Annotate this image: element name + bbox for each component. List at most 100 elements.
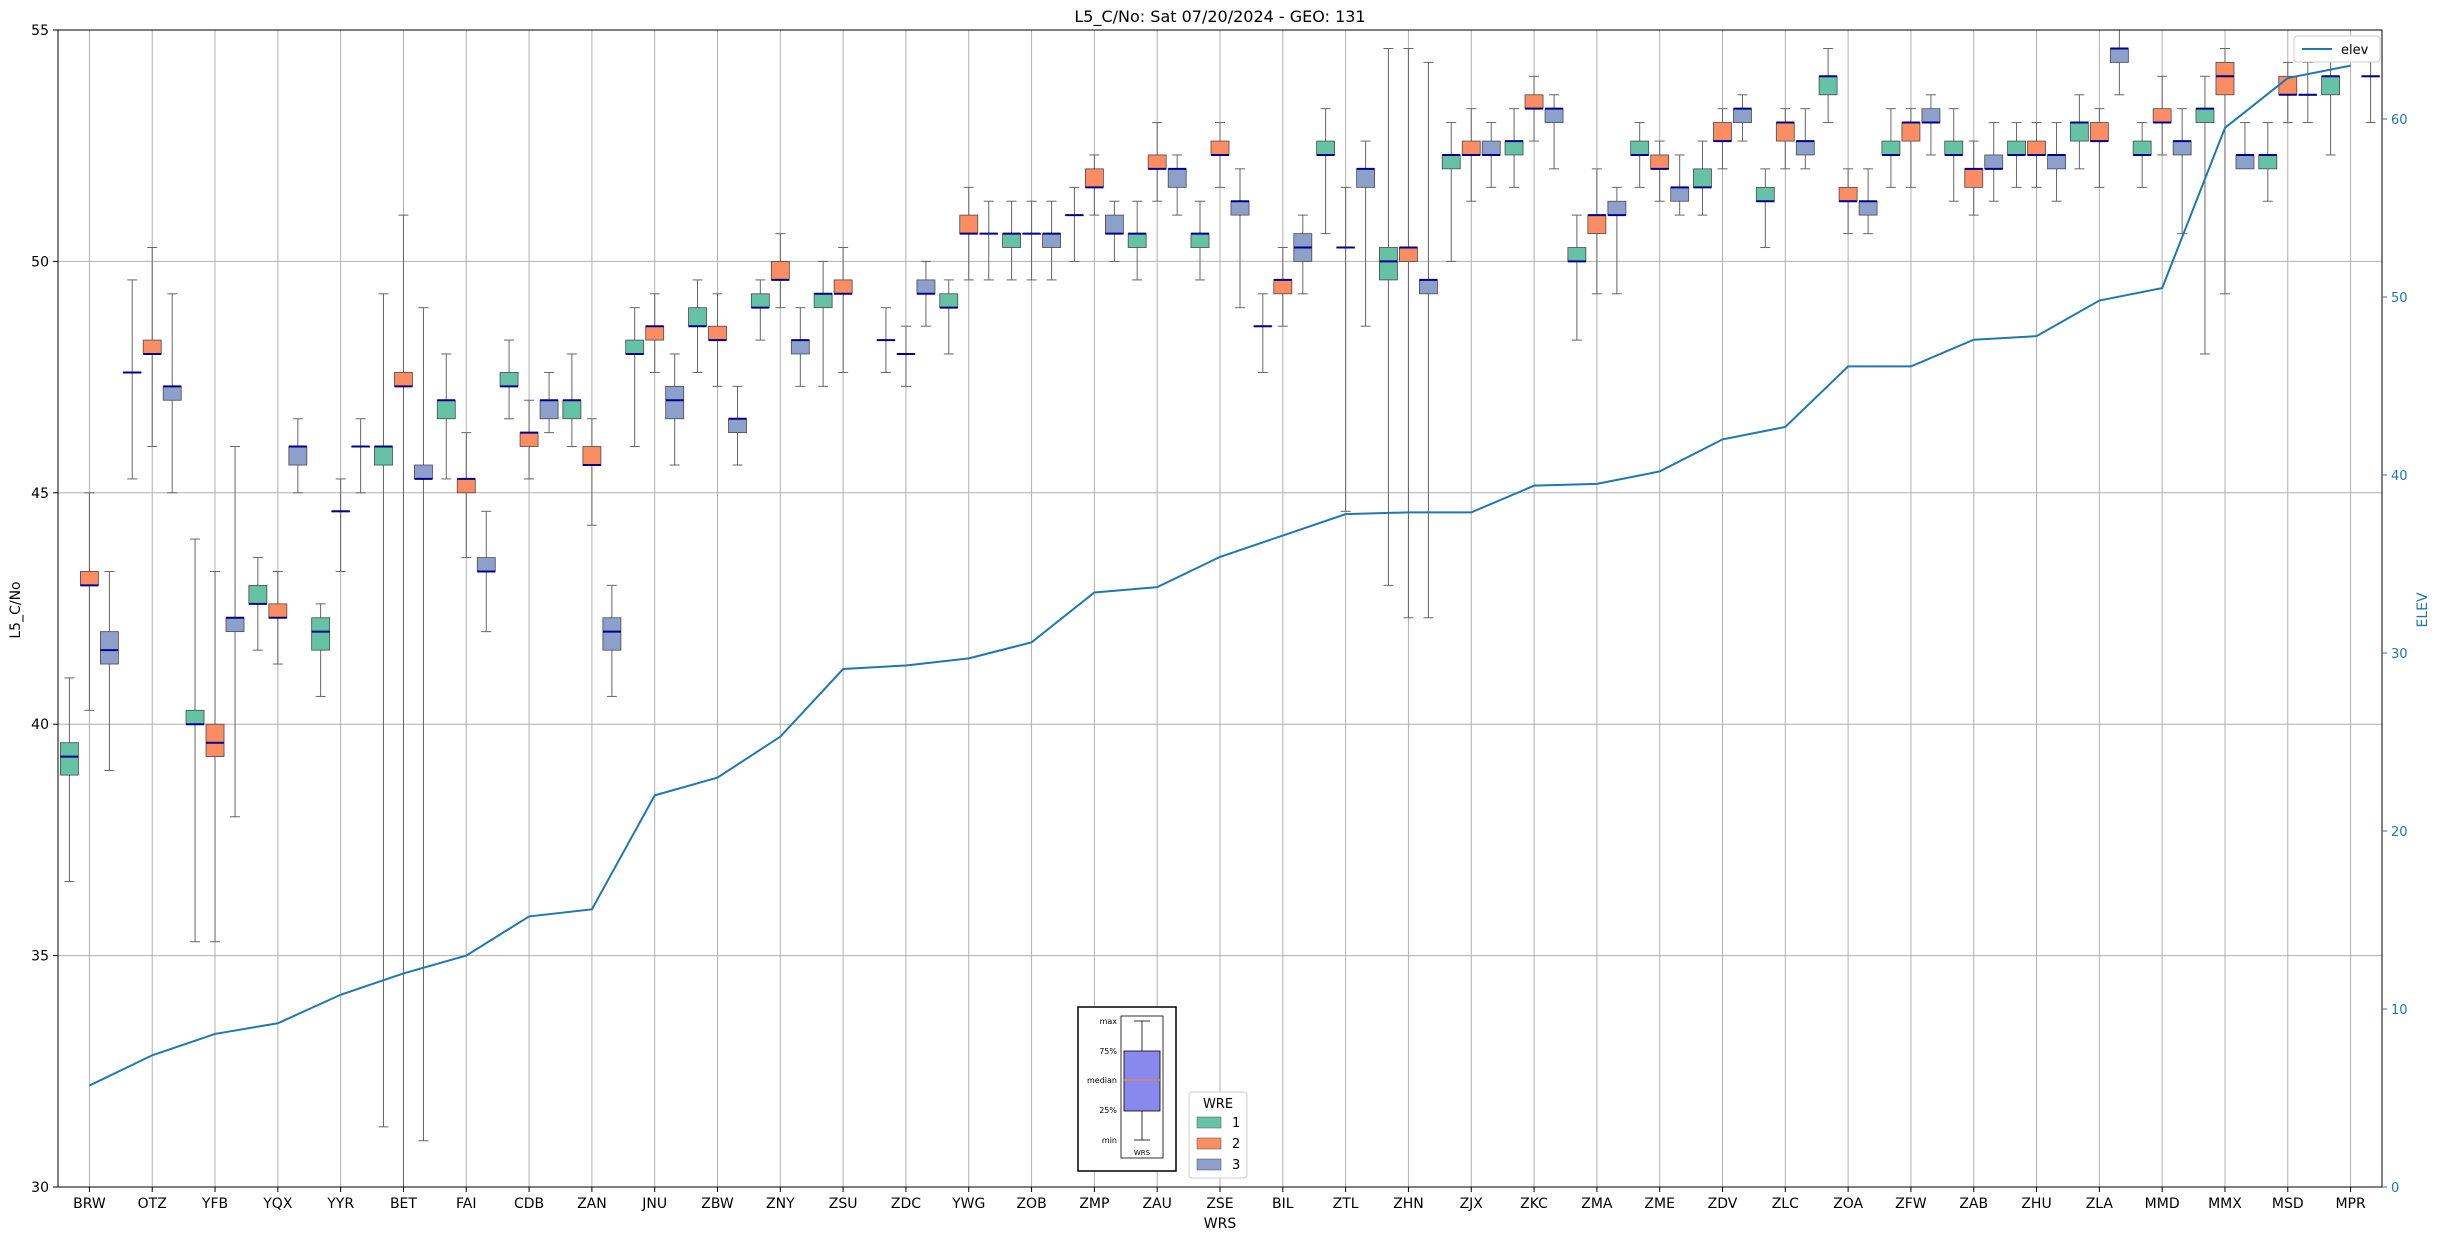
box-MMX-wre3	[2235, 122, 2255, 170]
inset-label-q1: 25%	[1099, 1106, 1117, 1115]
box-iqr	[476, 557, 496, 572]
box-iqr	[1901, 122, 1921, 142]
box-BET-wre2	[394, 214, 413, 1188]
box-ZAU-wre2	[1147, 122, 1167, 202]
box-ZOB-wre2	[1022, 200, 1041, 281]
box-iqr	[1567, 247, 1587, 262]
box-iqr	[2132, 140, 2152, 156]
inset-label-median: median	[1087, 1076, 1117, 1085]
box-iqr	[100, 631, 119, 665]
box-iqr	[2069, 122, 2089, 142]
box-iqr	[142, 339, 162, 355]
box-ZAB-wre3	[1984, 122, 2004, 202]
legend-swatch-3	[1196, 1158, 1222, 1171]
box-ZOA-wre1	[1818, 48, 1838, 124]
legend-swatch-1	[1196, 1116, 1222, 1129]
x-tick-label: BRW	[73, 1196, 106, 1212]
box-ZAN-wre2	[582, 418, 602, 526]
box-iqr	[1921, 108, 1941, 123]
box-iqr	[959, 214, 979, 235]
box-iqr	[60, 742, 79, 776]
box-iqr	[1944, 140, 1964, 156]
box-JNU-wre1	[625, 307, 645, 448]
box-ZLA-wre2	[2089, 108, 2109, 188]
box-CDB-wre2	[519, 399, 539, 480]
legend-elev-label: elev	[2341, 43, 2369, 58]
x-tick-label: ZSE	[1206, 1196, 1233, 1212]
box-iqr	[790, 339, 810, 355]
box-YWG-wre2	[959, 186, 979, 281]
box-BIL-wre3	[1293, 214, 1313, 295]
box-MMD-wre3	[2172, 108, 2192, 235]
box-iqr	[394, 372, 413, 387]
y2-tick-label: 20	[2391, 825, 2408, 840]
x-tick-label: MMD	[2145, 1196, 2180, 1212]
legend-label-1: 1	[1232, 1116, 1240, 1131]
inset-label-max: max	[1100, 1017, 1118, 1026]
box-ZJX-wre2	[1461, 108, 1481, 202]
x-tick-label: JNU	[641, 1196, 667, 1212]
box-ZOB-wre3	[1042, 200, 1061, 281]
box-iqr	[2321, 75, 2340, 96]
box-ZLA-wre3	[2109, 29, 2129, 96]
box-iqr	[1167, 168, 1187, 188]
x-tick-label: ZLA	[2086, 1196, 2114, 1212]
x-tick-label: ZFW	[1895, 1196, 1927, 1212]
box-iqr	[519, 432, 539, 447]
box-iqr	[1419, 279, 1438, 295]
x-tick-label: MPR	[2335, 1196, 2366, 1212]
box-iqr	[2258, 154, 2278, 170]
box-JNU-wre2	[645, 293, 665, 373]
box-iqr	[288, 446, 308, 466]
legend-wre: WRE 1 2 3	[1188, 1091, 1248, 1179]
x-tick-label: BET	[390, 1196, 417, 1212]
boxes	[60, 29, 2380, 1188]
box-iqr	[499, 372, 519, 387]
box-ZHN-wre1	[1379, 48, 1398, 586]
box-iqr	[916, 279, 936, 295]
box-ZHU-wre2	[2027, 122, 2046, 188]
box-iqr	[665, 385, 685, 420]
box-iqr	[1607, 200, 1627, 216]
x-tick-label: ZHN	[1393, 1196, 1424, 1212]
x-tick-label: YQX	[262, 1196, 293, 1212]
y2-tick-label: 10	[2391, 1003, 2408, 1018]
chart-title: L5_C/No: Sat 07/20/2024 - GEO: 131	[1074, 7, 1365, 27]
box-iqr	[1104, 214, 1124, 235]
box-iqr	[1650, 154, 1670, 170]
box-ZMP-wre2	[1084, 154, 1104, 216]
box-iqr	[2215, 61, 2235, 96]
x-tick-label: ZMA	[1581, 1196, 1613, 1212]
x-tick-label: ZKC	[1520, 1196, 1548, 1212]
box-ZOA-wre3	[1858, 168, 1878, 235]
box-YWG-wre3	[979, 200, 999, 281]
box-iqr	[80, 571, 99, 586]
y-tick-label: 30	[31, 1180, 49, 1196]
box-YFB-wre3	[225, 446, 245, 818]
box-FAI-wre1	[436, 353, 456, 480]
box-MMX-wre2	[2215, 48, 2235, 295]
legend-elev: elev	[2293, 35, 2381, 63]
legend-wre-title: WRE	[1203, 1097, 1233, 1112]
x-tick-label: YFB	[201, 1196, 228, 1212]
box-YYR-wre1	[311, 603, 331, 697]
box-iqr	[2047, 154, 2066, 170]
box-ZNY-wre2	[770, 233, 790, 309]
box-iqr	[1838, 186, 1858, 202]
x-tick-label: FAI	[456, 1196, 476, 1212]
box-iqr	[2152, 108, 2172, 123]
box-ZTL-wre2	[1336, 186, 1356, 512]
box-ZMA-wre1	[1567, 214, 1587, 341]
legend-wre-frame	[1188, 1091, 1248, 1179]
box-iqr	[1356, 168, 1376, 188]
x-tick-label: ZDC	[891, 1196, 921, 1212]
box-ZTL-wre1	[1316, 108, 1336, 235]
box-iqr	[1818, 75, 1838, 96]
box-iqr	[688, 307, 707, 327]
x-tick-label: CDB	[514, 1196, 544, 1212]
box-ZNY-wre1	[750, 279, 770, 341]
box-iqr	[602, 617, 622, 651]
box-iqr	[1316, 140, 1336, 156]
y-tick-label: 45	[31, 486, 49, 502]
x-tick-label: ZNY	[766, 1196, 795, 1212]
